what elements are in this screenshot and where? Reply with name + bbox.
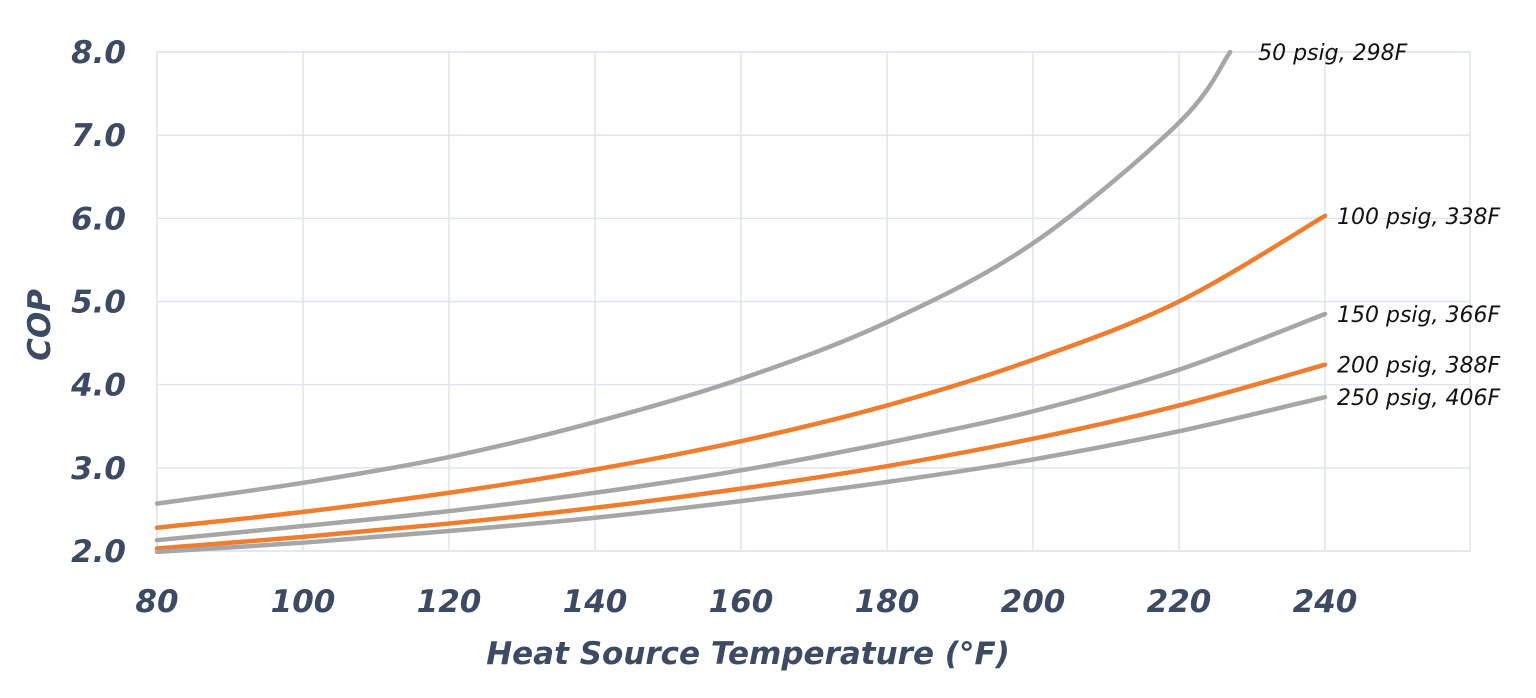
x-axis-ticks: 80 100 120 140 160 180 200 220 240	[135, 584, 1357, 620]
series-label-2: 150 psig, 366F	[1337, 303, 1500, 328]
y-tick-label: 4.0	[70, 368, 126, 404]
y-tick-label: 6.0	[71, 201, 126, 237]
x-tick-label: 100	[271, 584, 336, 620]
series-label-3: 200 psig, 388F	[1337, 354, 1500, 379]
series-line-1	[154, 213, 1328, 530]
x-tick-label: 200	[1001, 584, 1066, 620]
series-labels: 50 psig, 298F 100 psig, 338F 150 psig, 366…	[1258, 41, 1500, 411]
series-line-3	[154, 362, 1328, 551]
y-tick-label: 5.0	[71, 285, 126, 321]
x-tick-label: 180	[855, 584, 920, 620]
x-axis-title: Heat Source Temperature (°F)	[486, 636, 1010, 672]
series-line-2	[154, 311, 1328, 543]
series-label-1: 100 psig, 338F	[1337, 205, 1500, 230]
y-tick-label: 3.0	[71, 451, 126, 487]
x-tick-label: 120	[417, 584, 482, 620]
y-tick-label: 8.0	[71, 35, 126, 71]
y-tick-label: 2.0	[71, 534, 126, 570]
series-line-0	[154, 49, 1233, 506]
x-tick-label: 140	[563, 584, 628, 620]
series-line-4	[154, 394, 1328, 555]
x-tick-label: 240	[1293, 584, 1358, 620]
series-label-4: 250 psig, 406F	[1337, 386, 1500, 411]
series-label-0: 50 psig, 298F	[1258, 41, 1407, 66]
y-axis-ticks: 2.0 3.0 4.0 5.0 6.0 7.0 8.0	[70, 35, 126, 570]
x-tick-label: 80	[135, 584, 178, 620]
y-axis-title: COP	[22, 289, 58, 361]
x-tick-label: 220	[1147, 584, 1212, 620]
y-tick-label: 7.0	[71, 118, 126, 154]
series-lines	[154, 49, 1328, 555]
x-tick-label: 160	[709, 584, 774, 620]
